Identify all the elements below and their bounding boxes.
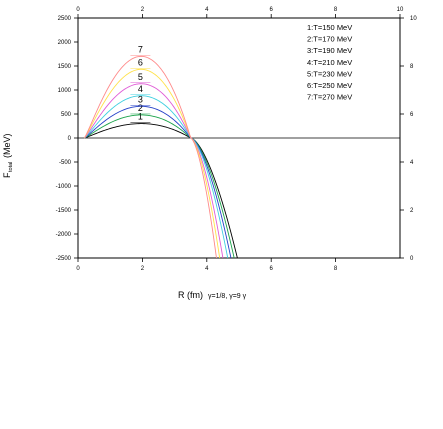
curve-number-label: 4 (138, 84, 143, 94)
legend-entry: 4:T=210 MeV (307, 58, 352, 67)
y-tick-label: 2000 (58, 40, 72, 46)
y-tick-label: 500 (61, 112, 72, 118)
top-tick-label: 8 (334, 7, 338, 13)
curve-number-label: 1 (138, 112, 143, 122)
curve-number-label: 7 (138, 44, 143, 54)
y-tick-label: -2500 (56, 256, 72, 262)
series-line (84, 68, 221, 259)
legend-entry: 2:T=170 MeV (307, 35, 352, 44)
right-tick-label: 2 (410, 208, 414, 214)
x-tick-label: 2 (141, 266, 145, 272)
y-axis-title: F total (MeV) (2, 133, 14, 178)
y-tick-label: 2500 (58, 16, 72, 22)
y-tick-label: 1000 (58, 88, 72, 94)
y-tick-label: -1000 (56, 184, 72, 190)
series-line (84, 105, 232, 259)
legend-entry: 6:T=250 MeV (307, 81, 352, 90)
svg-text:total: total (8, 162, 14, 172)
legend-entry: 3:T=190 MeV (307, 46, 352, 55)
y-tick-label: 0 (68, 136, 72, 142)
curve-number-label: 5 (138, 72, 143, 82)
y-tick-label: 1500 (58, 64, 72, 70)
series-line (84, 123, 238, 259)
curve-number-label: 3 (138, 94, 143, 104)
y-tick-label: -500 (59, 160, 72, 166)
series-line (84, 83, 224, 259)
x-tick-label: 8 (334, 266, 338, 272)
top-tick-label: 0 (76, 7, 80, 13)
y-tick-label: -1500 (56, 208, 72, 214)
curve-number-label: 6 (138, 57, 143, 67)
axis-ticks: 25002000150010005000-500-1000-1500-2000-… (56, 7, 418, 272)
legend-entry: 5:T=230 MeV (307, 69, 352, 78)
series-line (84, 114, 235, 259)
right-tick-label: 10 (410, 16, 417, 22)
curve-number-label: 2 (138, 103, 143, 113)
series-line (84, 55, 217, 259)
top-tick-label: 10 (397, 7, 404, 13)
right-tick-label: 4 (410, 160, 414, 166)
x-tick-label: 6 (270, 266, 274, 272)
legend-entry: 1:T=150 MeV (307, 23, 352, 32)
x-axis-extra: γ=1/8, γ=9 γ (208, 293, 247, 300)
right-tick-label: 8 (410, 64, 414, 70)
legend: 1:T=150 MeV 2:T=170 MeV 3:T=190 MeV 4:T=210… (307, 23, 352, 102)
top-tick-label: 6 (270, 7, 274, 13)
x-tick-label: 0 (76, 266, 80, 272)
x-tick-label: 4 (205, 266, 209, 272)
legend-entry: 7:T=270 MeV (307, 93, 352, 102)
right-tick-label: 0 (410, 256, 414, 262)
svg-text:(MeV): (MeV) (2, 133, 12, 158)
top-tick-label: 2 (141, 7, 145, 13)
top-tick-label: 4 (205, 7, 209, 13)
x-axis-title: R (fm) (178, 290, 203, 300)
curves (84, 55, 238, 259)
svg-text:F: F (2, 172, 12, 178)
series-line (84, 95, 229, 259)
y-tick-label: -2000 (56, 232, 72, 238)
right-tick-label: 6 (410, 112, 414, 118)
